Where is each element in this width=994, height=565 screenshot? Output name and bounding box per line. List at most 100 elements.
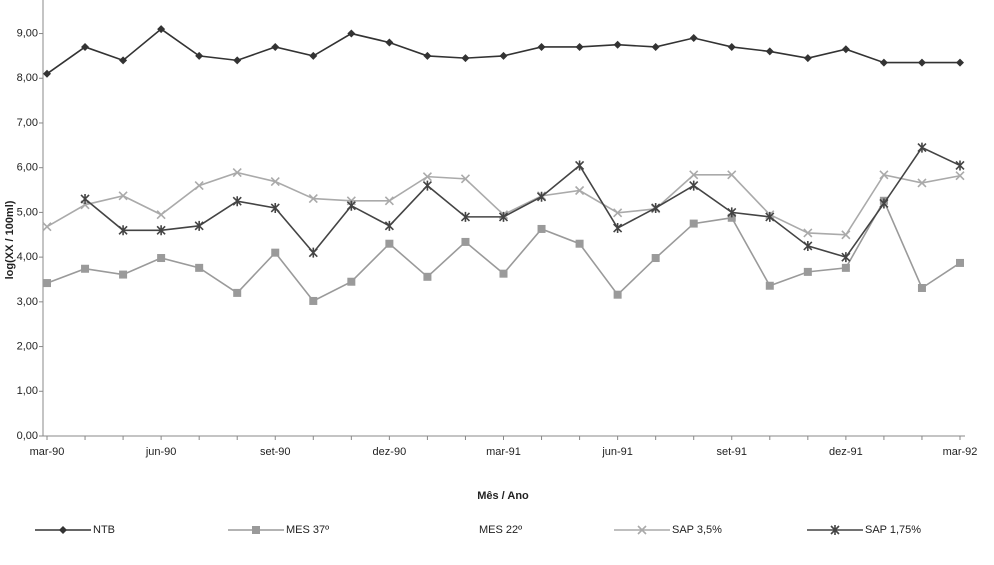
data-point bbox=[689, 34, 698, 43]
data-point bbox=[765, 281, 774, 290]
data-point bbox=[346, 200, 356, 211]
data-point bbox=[575, 239, 584, 248]
data-point bbox=[157, 25, 166, 34]
data-point bbox=[460, 211, 471, 222]
data-point bbox=[727, 170, 737, 180]
data-point bbox=[575, 42, 584, 51]
data-point bbox=[498, 211, 509, 222]
data-point bbox=[956, 58, 964, 67]
data-point bbox=[917, 142, 927, 153]
data-point bbox=[803, 267, 812, 276]
data-point bbox=[613, 223, 623, 234]
x-tick-label: mar-92 bbox=[943, 446, 978, 458]
data-point bbox=[347, 29, 356, 38]
data-point bbox=[689, 180, 699, 191]
data-point bbox=[841, 45, 850, 54]
series-line bbox=[84, 146, 961, 259]
x-tick-label: jun-91 bbox=[601, 446, 633, 458]
data-point bbox=[879, 170, 889, 180]
legend-label: MES 37º bbox=[286, 524, 329, 536]
data-point bbox=[879, 198, 889, 209]
y-tick-label: 5,00 bbox=[17, 206, 38, 218]
data-point bbox=[727, 213, 736, 222]
data-point bbox=[575, 160, 585, 171]
data-point bbox=[803, 54, 812, 63]
x-axis-title: Mês / Ano bbox=[477, 490, 529, 502]
data-point bbox=[956, 258, 964, 267]
data-point bbox=[385, 38, 394, 47]
data-point bbox=[233, 56, 242, 65]
data-point bbox=[689, 219, 698, 228]
data-point bbox=[765, 211, 775, 222]
data-point bbox=[309, 51, 318, 60]
data-point bbox=[194, 220, 204, 231]
data-point bbox=[537, 224, 546, 233]
legend-label: MES 22º bbox=[479, 524, 522, 536]
y-tick-label: 2,00 bbox=[17, 340, 38, 352]
data-point bbox=[651, 42, 660, 51]
data-point bbox=[271, 42, 280, 51]
legend-marker bbox=[252, 526, 260, 534]
data-point bbox=[499, 51, 508, 60]
data-point bbox=[81, 42, 90, 51]
data-point bbox=[841, 230, 851, 240]
data-point bbox=[917, 178, 927, 188]
data-point bbox=[270, 202, 280, 213]
data-point bbox=[43, 279, 51, 288]
data-point bbox=[80, 193, 90, 204]
data-point bbox=[308, 247, 318, 258]
series-line bbox=[46, 28, 960, 75]
data-point bbox=[232, 168, 242, 178]
data-point bbox=[423, 272, 432, 281]
data-point bbox=[917, 283, 926, 292]
data-point bbox=[651, 254, 660, 263]
data-point bbox=[119, 56, 128, 65]
data-point bbox=[955, 160, 965, 171]
y-tick-label: 1,00 bbox=[17, 385, 38, 397]
data-point bbox=[195, 51, 204, 60]
data-point bbox=[917, 58, 926, 67]
x-tick-label: jun-90 bbox=[145, 446, 177, 458]
data-point bbox=[270, 176, 280, 187]
x-tick-label: set-90 bbox=[260, 446, 291, 458]
legend-marker bbox=[830, 525, 840, 535]
data-point bbox=[422, 172, 432, 182]
data-point bbox=[423, 51, 432, 60]
data-point bbox=[499, 269, 508, 278]
series-line bbox=[46, 171, 961, 236]
data-point bbox=[841, 252, 851, 263]
data-point bbox=[461, 54, 470, 63]
data-point bbox=[118, 225, 128, 236]
data-point bbox=[537, 42, 546, 51]
data-point bbox=[536, 191, 547, 202]
x-tick-label: set-91 bbox=[716, 446, 747, 458]
data-point bbox=[194, 181, 204, 191]
data-point bbox=[803, 240, 813, 251]
x-tick-label: mar-90 bbox=[30, 446, 65, 458]
data-point bbox=[689, 170, 699, 180]
data-point bbox=[308, 193, 318, 204]
legend-label: SAP 1,75% bbox=[865, 524, 921, 536]
data-point bbox=[157, 254, 166, 263]
data-point bbox=[271, 248, 280, 257]
y-tick-label: 4,00 bbox=[17, 251, 38, 263]
legend-marker bbox=[59, 526, 67, 534]
y-tick-label: 8,00 bbox=[17, 72, 38, 84]
data-point bbox=[803, 228, 813, 238]
data-point bbox=[879, 58, 888, 67]
legend-marker bbox=[445, 526, 453, 534]
data-point bbox=[461, 237, 470, 246]
data-point bbox=[727, 207, 737, 218]
data-point bbox=[575, 185, 585, 196]
y-tick-label: 9,00 bbox=[17, 27, 38, 39]
x-tick-label: dez-90 bbox=[373, 446, 407, 458]
data-point bbox=[955, 171, 965, 181]
data-point bbox=[42, 222, 52, 232]
data-point bbox=[309, 296, 318, 305]
x-tick-label: mar-91 bbox=[486, 446, 521, 458]
data-point bbox=[81, 264, 90, 273]
y-axis-title: log(XX / 100ml) bbox=[4, 200, 16, 279]
data-point bbox=[422, 180, 432, 191]
data-point bbox=[385, 239, 394, 248]
